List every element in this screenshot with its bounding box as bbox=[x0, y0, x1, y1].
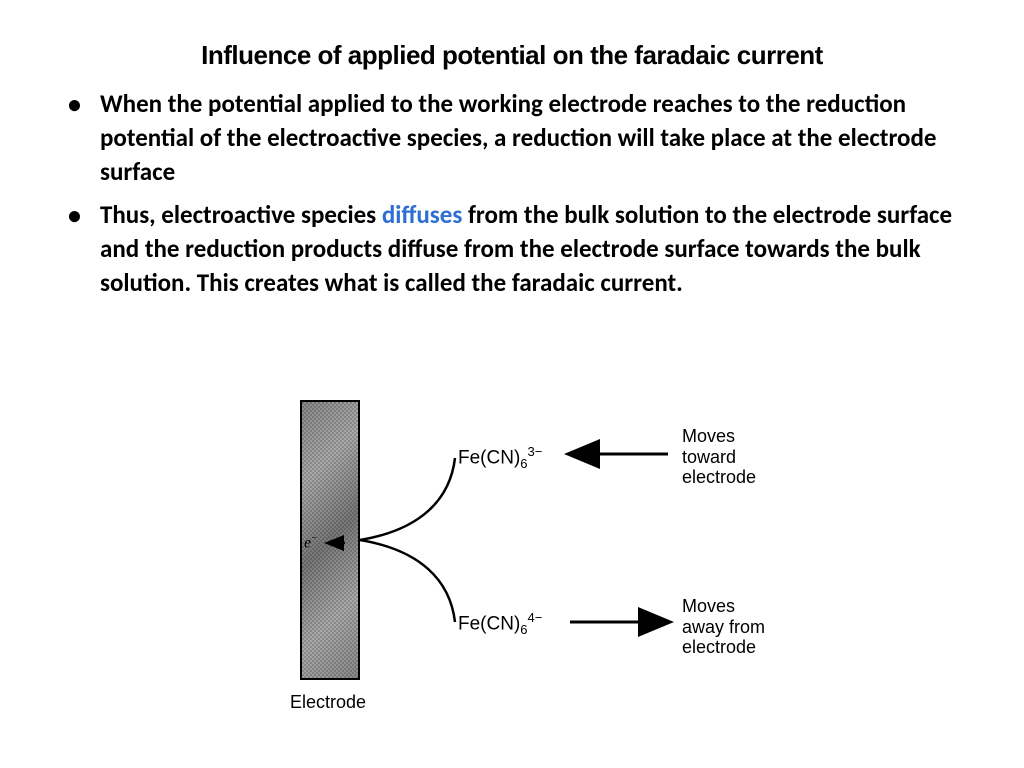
bullet-list: When the potential applied to the workin… bbox=[50, 87, 974, 300]
species-bottom: Fe(CN)64− bbox=[458, 610, 542, 637]
bullet-highlight: diffuses bbox=[382, 199, 463, 230]
bullet-text: When the potential applied to the workin… bbox=[100, 88, 937, 187]
list-item: Thus, electroactive species diffuses fro… bbox=[90, 198, 974, 299]
species-top: Fe(CN)63− bbox=[458, 444, 542, 471]
curve-bottom bbox=[360, 540, 455, 622]
curve-top bbox=[360, 458, 455, 540]
text-top: Moves toward electrode bbox=[682, 426, 756, 488]
bullet-text: Thus, electroactive species bbox=[100, 199, 382, 230]
slide-title: Influence of applied potential on the fa… bbox=[50, 40, 974, 71]
text-bottom: Moves away from electrode bbox=[682, 596, 765, 658]
electrode-label: Electrode bbox=[290, 692, 366, 713]
list-item: When the potential applied to the workin… bbox=[90, 87, 974, 188]
electrode-diagram: Electrode e− Fe(CN)63− Fe(CN)64− Moves t… bbox=[260, 400, 820, 730]
electron-symbol: e− bbox=[304, 533, 318, 552]
